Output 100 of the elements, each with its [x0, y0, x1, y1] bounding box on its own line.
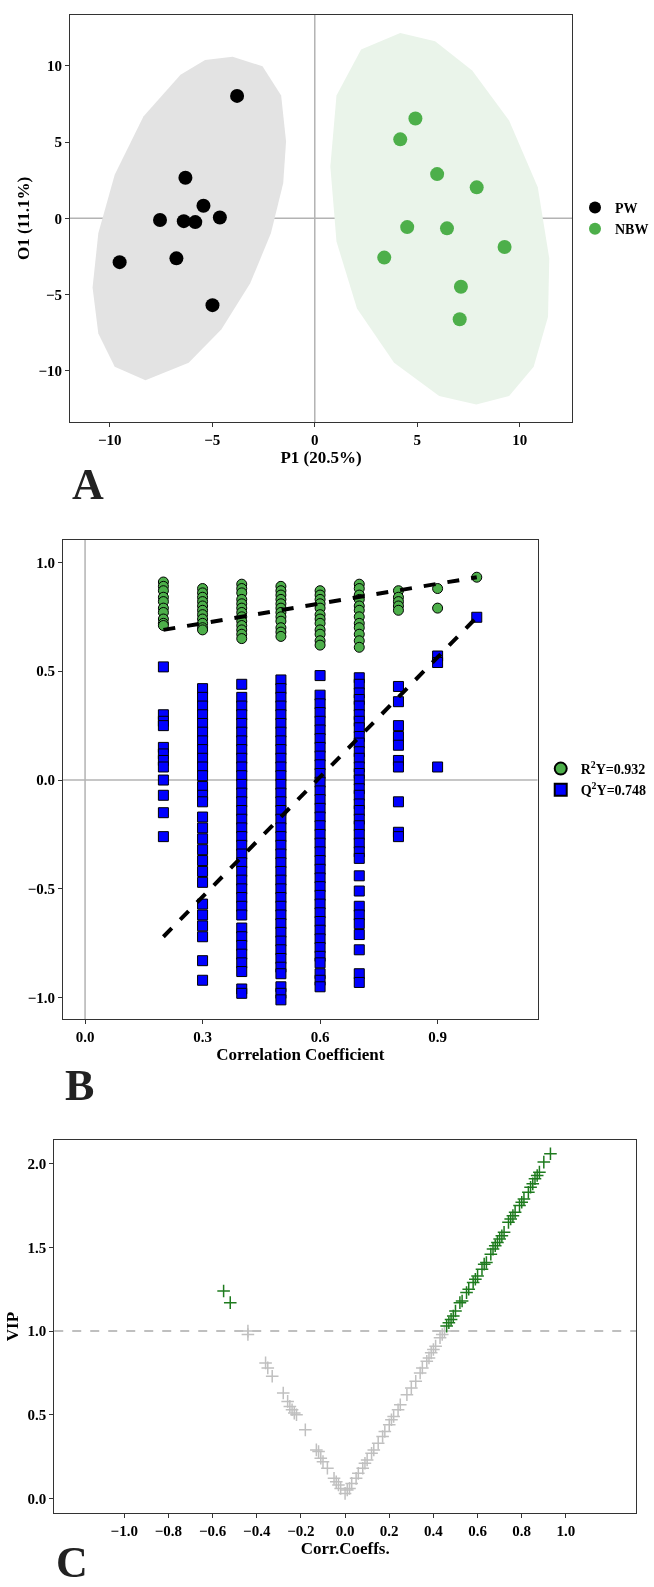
point: [188, 215, 203, 230]
point: [474, 1262, 490, 1277]
y-tick-label: −0.5: [27, 881, 56, 898]
point: [536, 1155, 551, 1170]
point: [176, 214, 191, 229]
x-tick-label: −1.0: [110, 1523, 138, 1539]
point: [452, 312, 467, 327]
y-tick-label: 0.5: [36, 663, 56, 680]
point: [485, 1242, 501, 1257]
point: [521, 1185, 536, 1200]
point: [377, 250, 392, 265]
point: [408, 111, 423, 126]
point: [223, 1295, 238, 1310]
point: [469, 180, 484, 195]
point: [366, 1442, 381, 1457]
point: [430, 167, 445, 182]
y-tick-label: −1.0: [27, 989, 56, 1006]
x-tick-label: 0.4: [424, 1523, 444, 1539]
x-tick-label: 0.0: [335, 1523, 355, 1539]
y-tick-label: 1.0: [36, 554, 56, 571]
point: [399, 1387, 414, 1402]
y-tick-label: 1.5: [27, 1239, 47, 1256]
y-tick-label: 0: [54, 210, 63, 227]
x-tick-label: −0.2: [287, 1523, 315, 1539]
point: [503, 1211, 518, 1227]
x-tick-label: 0.6: [310, 1029, 330, 1045]
point: [501, 1215, 516, 1230]
point: [439, 221, 454, 236]
x-axis-title: Corr.Coeffs.: [300, 1539, 390, 1558]
point: [349, 1471, 364, 1486]
y-tick-label: −10: [38, 362, 63, 379]
point: [351, 1466, 366, 1481]
legend-label: Q$^{2}$Y=0.748: [580, 780, 647, 799]
y-tick-label: 5: [54, 134, 63, 151]
point: [483, 1247, 498, 1262]
y-axis-title: O1 (11.1%): [14, 176, 34, 261]
text: A: [72, 460, 104, 509]
point: [448, 1303, 463, 1319]
x-tick-label: 0.3: [193, 1029, 212, 1045]
point: [178, 170, 193, 185]
x-axis-title: Correlation Coefficient: [216, 1045, 385, 1064]
x-tick-label: −0.6: [198, 1523, 227, 1539]
point: [298, 1422, 313, 1437]
point: [391, 1402, 406, 1417]
point: [415, 1360, 430, 1375]
point: [377, 1424, 392, 1439]
point: [375, 1429, 390, 1444]
point: [153, 212, 168, 227]
x-axis-title: P1 (20.5%): [280, 448, 362, 467]
point: [205, 298, 220, 313]
point: [112, 255, 127, 270]
text: C: [56, 1538, 88, 1587]
legend-label: NBW: [615, 222, 649, 238]
point: [439, 1319, 454, 1334]
x-tick-label: −5: [204, 432, 221, 448]
x-tick-label: −0.4: [243, 1523, 271, 1539]
point: [230, 88, 245, 103]
point: [258, 1355, 273, 1370]
point: [497, 240, 512, 255]
point: [216, 1283, 231, 1298]
point: [516, 1191, 531, 1206]
point: [419, 1354, 434, 1369]
point: [453, 279, 468, 294]
point: [371, 1436, 386, 1451]
point: [196, 198, 211, 213]
point: [212, 210, 227, 225]
point: [364, 1446, 379, 1461]
y-tick-label: 2.0: [27, 1156, 47, 1173]
x-tick-label: −0.8: [154, 1523, 183, 1539]
y-tick-label: −5: [45, 286, 63, 303]
point: [470, 1268, 485, 1283]
point: [357, 1456, 372, 1471]
y-tick-label: 0.0: [36, 772, 56, 789]
x-tick-label: 0.6: [468, 1523, 488, 1539]
point: [355, 1461, 370, 1476]
x-tick-label: 0.2: [379, 1523, 399, 1539]
point: [393, 1397, 408, 1412]
point: [543, 1146, 558, 1161]
text: B: [65, 1061, 95, 1110]
x-tick-label: 0: [311, 432, 319, 448]
point: [169, 251, 184, 266]
point: [344, 1476, 359, 1491]
point: [404, 1380, 419, 1396]
point: [393, 132, 408, 147]
y-tick-label: 0.5: [27, 1407, 47, 1424]
x-tick-label: −10: [98, 432, 122, 448]
legend-label: PW: [615, 201, 638, 217]
x-tick-label: 10: [512, 432, 528, 448]
y-tick-label: 0.0: [27, 1490, 47, 1507]
x-tick-label: 0.0: [75, 1029, 95, 1045]
point: [360, 1452, 375, 1467]
point: [400, 220, 415, 235]
x-tick-label: 0.9: [428, 1029, 447, 1045]
x-tick-label: 1.0: [556, 1523, 576, 1539]
x-tick-label: 0.8: [512, 1523, 532, 1539]
point: [408, 1374, 423, 1389]
y-tick-label: 10: [47, 58, 63, 75]
y-axis-title: VIP: [3, 1311, 23, 1342]
legend-label: R$^{2}$Y=0.932: [580, 759, 646, 778]
x-tick-label: 5: [413, 432, 422, 448]
